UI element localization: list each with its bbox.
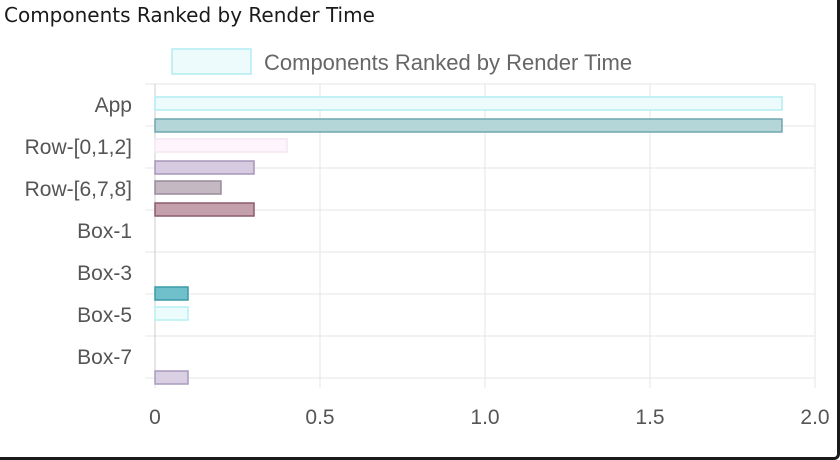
y-tick-label: Row-[6,7,8] [25,178,132,201]
x-tick-label: 1.5 [635,406,664,429]
x-tick-label: 1.0 [470,406,499,429]
bar [154,160,255,175]
legend-swatch [171,48,252,75]
bar [154,118,783,133]
legend-label: Components Ranked by Render Time [264,50,632,75]
bar [154,138,288,153]
bar [154,286,189,301]
y-tick-label: Row-[0,1,2] [25,136,132,159]
y-tick-label: Box-1 [77,220,132,243]
y-tick-label: App [95,94,132,117]
x-tick-label: 0.5 [305,406,334,429]
bar [154,180,222,195]
bar [154,370,189,385]
page-title: Components Ranked by Render Time [4,3,375,27]
bar [154,96,783,111]
bar [154,202,255,217]
y-tick-label: Box-7 [77,346,132,369]
x-tick-label: 0 [149,406,161,429]
y-tick-label: Box-3 [77,262,132,285]
bar [154,306,189,321]
x-tick-label: 2.0 [800,406,829,429]
y-tick-label: Box-5 [77,304,132,327]
